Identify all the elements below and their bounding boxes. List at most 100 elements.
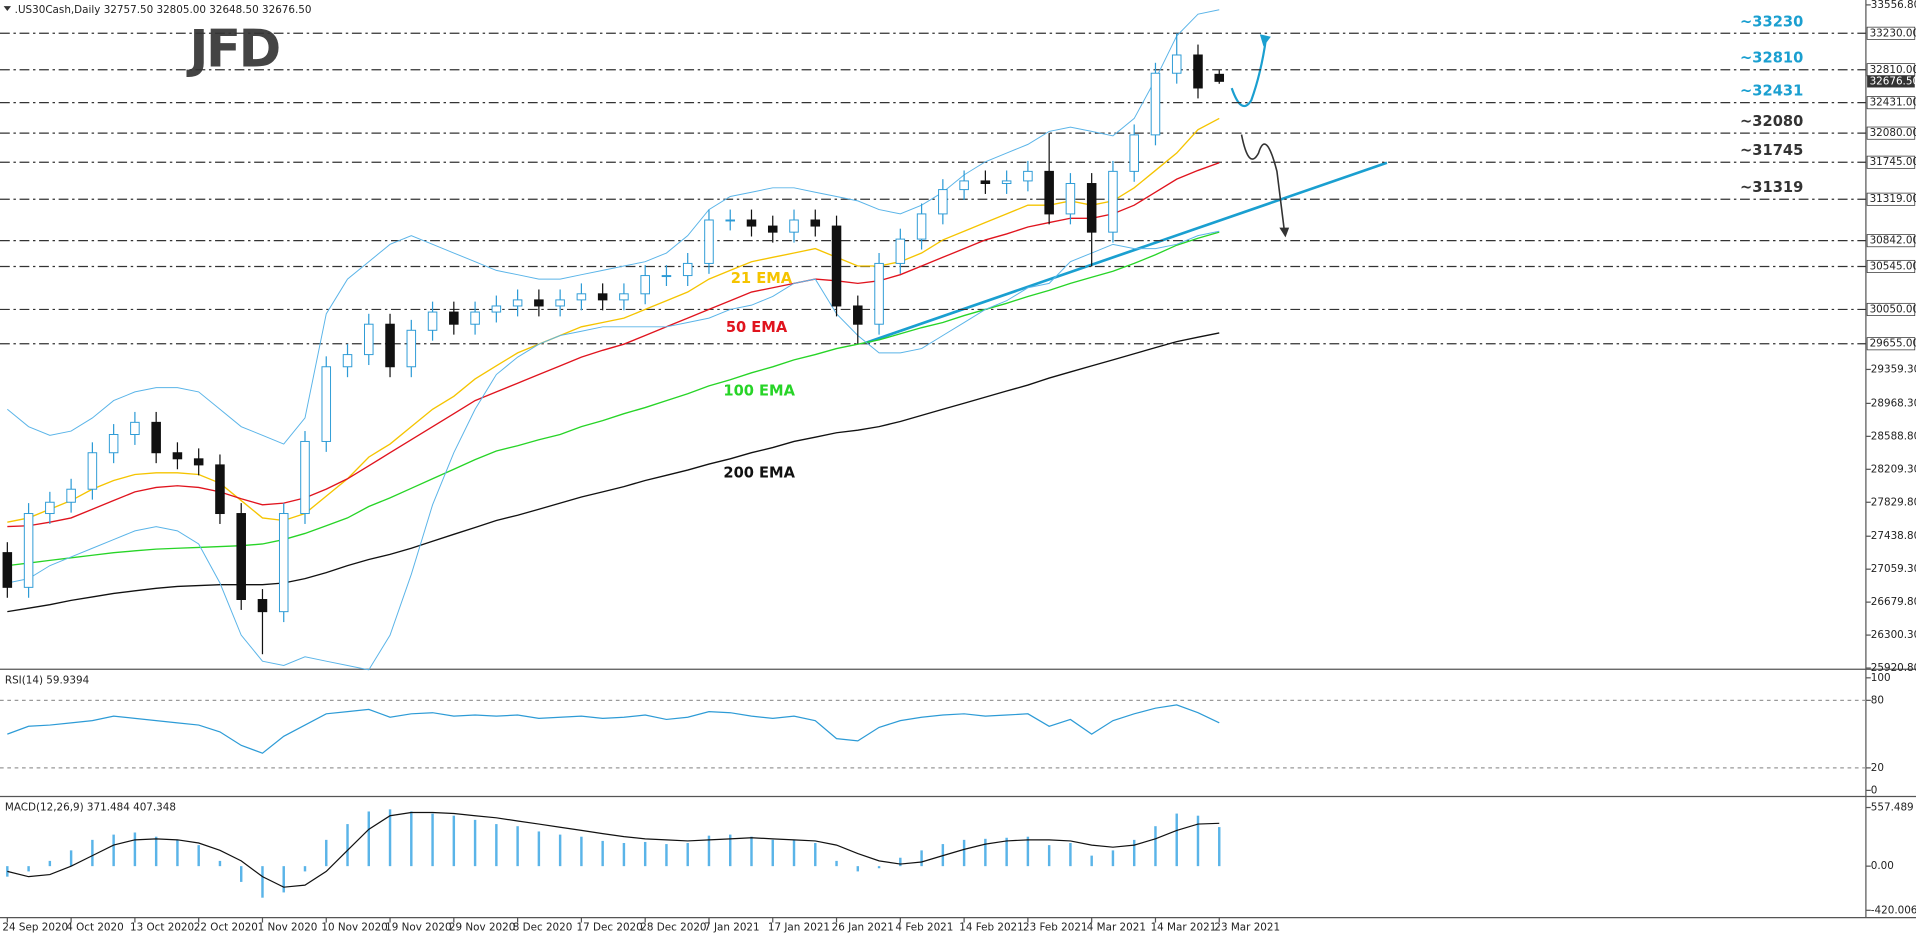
x-tick-label: 26 Jan 2021 [832,921,894,933]
level-label: 31319.00 [1870,193,1916,205]
candle-body [619,293,629,301]
trendline [865,161,1388,344]
candle-body [130,421,140,435]
macd-title: MACD(12,26,9) 371.484 407.348 [5,802,176,814]
ema-line [7,162,1220,528]
x-tick-label: 24 Sep 2020 [2,921,68,933]
candle-body [342,354,353,368]
level-box [1866,337,1916,351]
x-tick-label: 17 Dec 2020 [577,921,643,933]
candle-body [87,452,98,490]
level-label: 30842.00 [1870,235,1916,247]
level-annotation: ~33230 [1740,13,1803,30]
ema-line [7,117,1220,523]
candle-body [938,189,948,215]
y-tick-label: 28588.80 [1871,430,1916,442]
y-tick-label: 0.00 [1871,860,1894,872]
candle-body [257,599,268,613]
candle-body [193,458,204,466]
candle-body [895,238,906,264]
candle-body [278,513,289,613]
x-tick-label: 14 Feb 2021 [959,921,1024,933]
candle-body [470,311,480,325]
x-tick-label: 7 Jan 2021 [704,921,760,933]
candle-body [491,305,502,313]
candle-body [45,501,55,515]
x-tick-label: 17 Jan 2021 [768,921,830,933]
candle-body [2,552,13,588]
candle-body [874,262,884,325]
y-tick-label: 25920.80 [1871,662,1916,674]
candle-body [1193,54,1203,89]
level-label: 32431.00 [1870,97,1916,109]
candle-body [661,275,672,278]
level-label: 30545.00 [1870,260,1916,272]
candle-body [1214,73,1225,82]
y-tick-label: 20 [1871,762,1884,774]
level-box [1866,234,1916,248]
candle-body [1129,134,1139,172]
x-tick-label: 19 Nov 2020 [385,921,451,933]
y-tick-label: 27438.80 [1871,530,1916,542]
candle-body [1150,72,1161,136]
y-tick-label: 26300.30 [1871,629,1916,641]
candle-body [831,225,842,307]
x-tick-label: 29 Nov 2020 [449,921,515,933]
candle-body [810,219,821,227]
ema-label: 100 EMA [723,383,795,400]
candle-body [789,219,799,233]
candle-body [576,293,587,301]
x-tick-label: 4 Oct 2020 [66,921,124,933]
candle-body [1108,170,1118,233]
candle-body [704,219,714,264]
ema-label: 21 EMA [731,270,793,287]
level-annotation: ~32431 [1740,83,1803,100]
ema-line [7,332,1220,613]
candle-body [406,329,417,368]
ema-line [7,231,1220,567]
level-annotation: ~32080 [1740,113,1803,130]
x-tick-label: 10 Nov 2020 [321,921,387,933]
y-tick-label: 80 [1871,694,1884,706]
candle-body [427,311,438,331]
x-tick-label: 28 Dec 2020 [640,921,706,933]
candle-body [215,464,225,515]
x-tick-label: 4 Mar 2021 [1087,921,1146,933]
x-tick-label: 23 Feb 2021 [1023,921,1088,933]
level-box [1866,302,1916,316]
candle-body [682,262,693,277]
logo: JFD [186,20,278,80]
level-box [1866,259,1916,273]
candle-body [959,180,969,191]
header: .US30Cash,Daily 32757.50 32805.00 32648.… [15,4,312,16]
bull-arrow [1230,38,1268,108]
level-label: 30050.00 [1870,303,1916,315]
y-tick-label: 28209.30 [1871,463,1916,475]
level-label: 33230.00 [1870,27,1916,39]
candle-body [1086,183,1097,233]
candle-body [236,513,246,600]
candle-body [746,219,757,227]
x-tick-label: 1 Nov 2020 [258,921,318,933]
candle-body [300,440,310,515]
level-annotation: ~31319 [1740,179,1803,196]
level-label: 32810.00 [1870,64,1916,76]
x-tick-label: 13 Oct 2020 [130,921,194,933]
level-label: 32080.00 [1870,127,1916,139]
y-tick-label: 100 [1871,672,1891,684]
x-tick-label: 4 Feb 2021 [895,921,953,933]
y-tick-label: 0 [1871,784,1878,796]
x-tick-label: 22 Oct 2020 [194,921,258,933]
y-tick-label: -420.006 [1871,904,1916,916]
level-annotation: ~31745 [1740,142,1803,159]
level-box [1866,192,1916,206]
candle-body [1065,183,1076,215]
y-tick-label: 27059.30 [1871,563,1916,575]
band-line [7,9,1220,445]
menu-icon [3,6,11,12]
candle-body [534,299,544,307]
ema-label: 200 EMA [723,465,795,482]
bear-arrow [1240,134,1286,231]
level-label: 29655.00 [1870,338,1916,350]
